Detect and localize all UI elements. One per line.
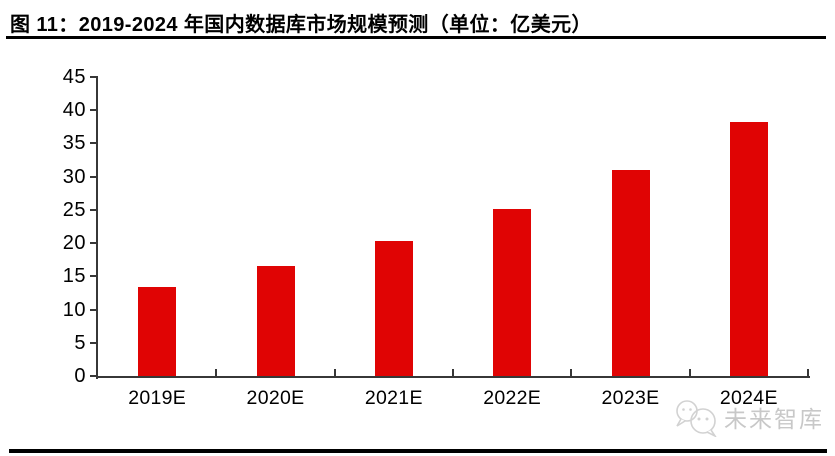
chat-bubbles-logo-icon — [676, 400, 717, 437]
y-tick-label: 10 — [62, 298, 86, 321]
bar-2019E — [138, 286, 177, 376]
x-tick-mark — [215, 369, 218, 376]
y-tick-label: 5 — [74, 331, 86, 354]
bar-2021E — [374, 241, 413, 376]
x-tick-label: 2019E — [128, 387, 187, 409]
y-tick-mark — [90, 375, 96, 377]
y-tick-mark — [90, 341, 96, 344]
y-tick-label: 30 — [62, 165, 86, 188]
watermark-text: 未来智库 — [724, 406, 824, 432]
x-tick-mark — [452, 369, 454, 376]
x-tick-label: 2024E — [719, 387, 778, 409]
y-tick-label: 15 — [62, 265, 86, 288]
x-tick-mark — [807, 369, 809, 376]
bar-2020E — [256, 266, 295, 376]
x-tick-mark — [688, 369, 691, 376]
bar-2023E — [611, 170, 650, 376]
y-tick-label: 40 — [62, 99, 86, 122]
x-tick-label: 2021E — [364, 387, 423, 409]
y-tick-label: 25 — [62, 198, 86, 221]
plot-area — [90, 76, 810, 379]
bottom-divider — [9, 449, 827, 453]
y-axis-labels: 0 5 10 15 20 25 30 35 40 45 — [28, 66, 86, 387]
y-tick-mark — [90, 109, 96, 112]
x-tick-mark — [570, 369, 573, 376]
y-tick-mark — [90, 242, 96, 245]
bar-2024E — [729, 121, 768, 376]
x-tick-label: 2022E — [483, 387, 542, 409]
x-axis-labels: 2019E 2020E 2021E 2022E 2023E 2024E — [98, 387, 808, 411]
y-tick-mark — [90, 208, 96, 211]
y-tick-mark — [90, 275, 96, 278]
watermark: 未来智库 — [672, 397, 824, 437]
x-tick-label: 2023E — [601, 387, 660, 409]
y-tick-mark — [90, 175, 96, 178]
figure-title: 图 11：2019-2024 年国内数据库市场规模预测（单位：亿美元） — [10, 14, 592, 36]
y-tick-label: 35 — [62, 132, 86, 155]
y-tick-label: 0 — [74, 365, 86, 387]
title-underline — [6, 36, 826, 39]
y-tick-label: 45 — [62, 66, 86, 88]
bar-2022E — [493, 209, 532, 376]
y-tick-mark — [90, 308, 96, 311]
x-tick-mark — [333, 369, 336, 376]
y-tick-mark — [90, 142, 96, 145]
y-tick-mark — [90, 76, 96, 78]
x-tick-label: 2020E — [246, 387, 305, 409]
y-tick-label: 20 — [62, 232, 86, 255]
